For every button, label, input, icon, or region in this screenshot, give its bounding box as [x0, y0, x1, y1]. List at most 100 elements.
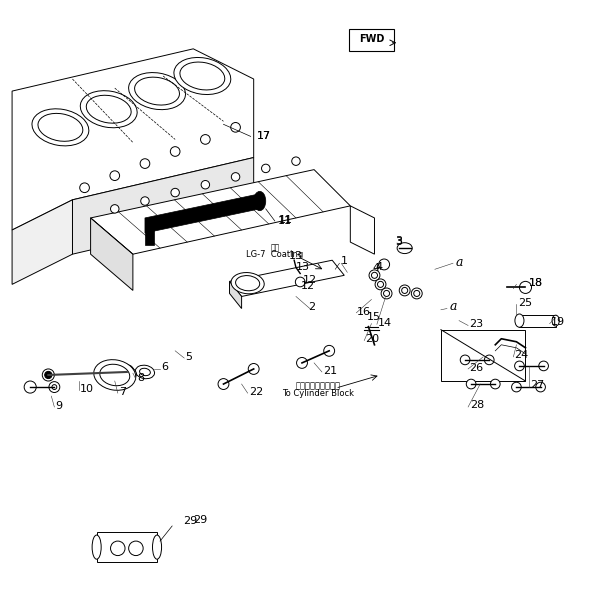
Text: 11: 11 — [278, 216, 292, 226]
Circle shape — [411, 288, 422, 299]
FancyBboxPatch shape — [349, 29, 394, 51]
Text: LG-7  Coating: LG-7 Coating — [246, 250, 303, 259]
Polygon shape — [145, 218, 154, 245]
Text: 14: 14 — [378, 318, 392, 328]
Circle shape — [519, 281, 532, 293]
Text: 27: 27 — [530, 381, 544, 390]
Text: 11: 11 — [279, 215, 293, 224]
Ellipse shape — [152, 535, 162, 559]
Circle shape — [460, 355, 470, 365]
Circle shape — [292, 157, 300, 165]
Text: 29: 29 — [193, 515, 208, 525]
Text: 28: 28 — [470, 400, 484, 410]
Text: 15: 15 — [367, 312, 381, 322]
Text: シリンダブロックへ: シリンダブロックへ — [296, 381, 341, 390]
Text: 10: 10 — [80, 384, 94, 394]
Text: 3: 3 — [396, 237, 403, 247]
Circle shape — [379, 259, 390, 270]
Ellipse shape — [117, 367, 137, 380]
Text: 2: 2 — [308, 302, 315, 312]
Circle shape — [484, 355, 494, 365]
Circle shape — [381, 288, 392, 299]
Polygon shape — [350, 206, 374, 254]
Polygon shape — [91, 218, 133, 290]
Text: 24: 24 — [515, 350, 529, 360]
Circle shape — [515, 361, 524, 371]
Text: 4: 4 — [373, 263, 380, 273]
Text: 16: 16 — [356, 307, 370, 316]
Circle shape — [129, 541, 143, 555]
Polygon shape — [519, 315, 556, 327]
Circle shape — [297, 358, 307, 368]
Text: 20: 20 — [365, 335, 379, 344]
Circle shape — [49, 382, 60, 393]
Circle shape — [140, 159, 150, 168]
Text: 18: 18 — [528, 278, 542, 288]
Text: 23: 23 — [469, 319, 483, 329]
Circle shape — [171, 188, 179, 197]
Circle shape — [466, 379, 476, 389]
Circle shape — [42, 369, 54, 381]
Circle shape — [231, 172, 240, 181]
Text: FWD: FWD — [359, 33, 384, 44]
Ellipse shape — [32, 109, 89, 146]
Circle shape — [262, 164, 270, 172]
Ellipse shape — [80, 91, 137, 128]
Ellipse shape — [129, 73, 185, 110]
Circle shape — [490, 379, 500, 389]
Ellipse shape — [231, 272, 264, 294]
Ellipse shape — [515, 314, 524, 327]
Polygon shape — [12, 200, 72, 284]
Text: 18: 18 — [528, 278, 542, 287]
Text: 21: 21 — [323, 366, 337, 376]
Polygon shape — [72, 157, 254, 254]
Circle shape — [324, 345, 335, 356]
Circle shape — [45, 371, 52, 379]
Text: 26: 26 — [469, 363, 483, 373]
Circle shape — [120, 365, 134, 379]
Text: To Cylinder Block: To Cylinder Block — [282, 388, 355, 397]
Circle shape — [369, 270, 380, 281]
Circle shape — [24, 381, 36, 393]
Text: 8: 8 — [138, 373, 145, 383]
Circle shape — [539, 361, 548, 371]
Text: 13: 13 — [289, 251, 303, 261]
Text: 4: 4 — [376, 263, 383, 272]
Circle shape — [399, 285, 410, 296]
Text: 9: 9 — [56, 401, 63, 411]
Text: a: a — [450, 300, 457, 313]
Text: 19: 19 — [551, 318, 565, 327]
Polygon shape — [91, 169, 350, 254]
Circle shape — [512, 382, 521, 392]
Circle shape — [295, 277, 305, 287]
Ellipse shape — [174, 57, 231, 94]
Circle shape — [80, 183, 89, 192]
Ellipse shape — [135, 365, 155, 379]
Circle shape — [141, 197, 149, 205]
Ellipse shape — [254, 191, 266, 211]
Polygon shape — [145, 194, 260, 233]
Circle shape — [201, 134, 210, 144]
Circle shape — [536, 382, 545, 392]
Text: 1: 1 — [341, 257, 349, 266]
Text: 6: 6 — [161, 362, 169, 372]
Circle shape — [218, 379, 229, 390]
Text: 5: 5 — [185, 352, 193, 362]
Text: 17: 17 — [257, 131, 271, 142]
Text: 29: 29 — [183, 516, 198, 526]
Text: 13: 13 — [296, 263, 310, 272]
Circle shape — [110, 171, 120, 180]
Text: 7: 7 — [119, 387, 126, 397]
Text: 12: 12 — [303, 275, 317, 285]
Text: 22: 22 — [249, 387, 264, 397]
Text: 12: 12 — [301, 281, 315, 291]
Text: 3: 3 — [396, 236, 403, 246]
Circle shape — [201, 180, 210, 189]
Circle shape — [248, 364, 259, 374]
Ellipse shape — [397, 243, 412, 253]
Circle shape — [111, 204, 119, 213]
Ellipse shape — [92, 535, 101, 559]
Circle shape — [170, 146, 180, 156]
Ellipse shape — [552, 315, 559, 326]
Text: 25: 25 — [518, 298, 532, 308]
